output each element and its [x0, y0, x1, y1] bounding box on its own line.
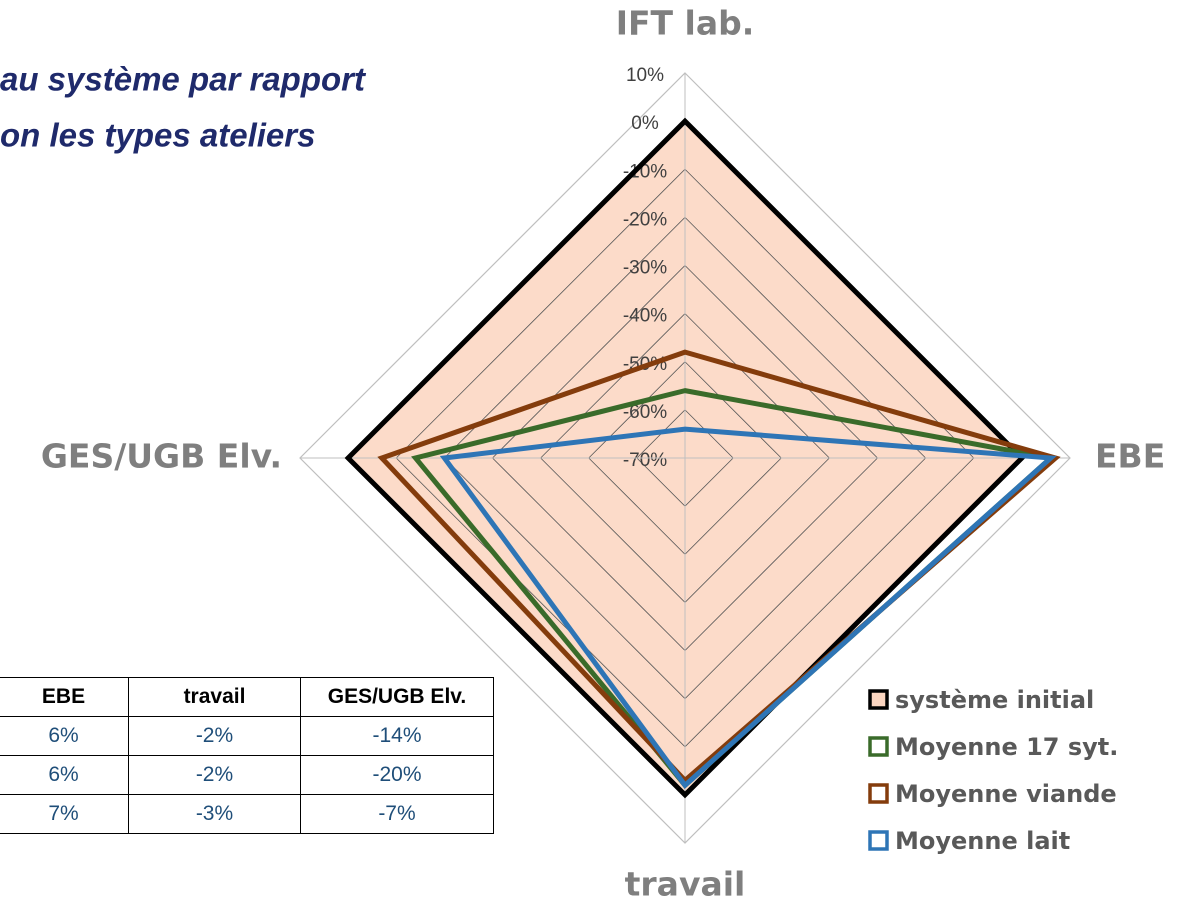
legend-label: Moyenne lait — [895, 827, 1070, 855]
table-cell: -20% — [300, 755, 494, 795]
r-tick-label: -40% — [623, 306, 667, 327]
legend-swatch — [868, 736, 889, 757]
chart-title: au système par rapport — [0, 61, 367, 98]
legend-label: Moyenne 17 syt. — [895, 733, 1118, 761]
table-header: GES/UGB Elv. — [300, 677, 494, 717]
table-cell: -7% — [300, 794, 494, 834]
legend-swatch — [868, 830, 889, 851]
legend-label: système initial — [895, 686, 1094, 714]
table-header: EBE — [0, 677, 129, 717]
table-cell: -2% — [128, 755, 301, 795]
r-tick-label: -30% — [623, 258, 667, 279]
legend-label: Moyenne viande — [895, 780, 1117, 808]
table-row: 6% -2% -20% — [0, 755, 494, 795]
table-cell: 7% — [0, 794, 129, 834]
series-line — [344, 117, 1026, 799]
legend-swatch — [868, 689, 889, 710]
series-line — [439, 426, 1057, 789]
table-cell: 6% — [0, 755, 129, 795]
r-tick-label: -60% — [623, 402, 667, 423]
r-tick-label: 0% — [631, 113, 659, 134]
table-header: travail — [128, 677, 301, 717]
table-cell: -2% — [128, 716, 301, 756]
table-row: 6% -2% -14% — [0, 716, 494, 756]
chart-title: on les types ateliers — [0, 117, 315, 154]
axis-label: travail — [625, 865, 746, 904]
table-cell: -14% — [300, 716, 494, 756]
table-cell: -3% — [128, 794, 301, 834]
table-cell: 6% — [0, 716, 129, 756]
r-tick-label: -10% — [623, 161, 667, 182]
series-line — [377, 349, 1061, 784]
r-tick-label: -20% — [623, 209, 667, 230]
r-tick-label: -70% — [623, 450, 667, 471]
axis-label: GES/UGB Elv. — [41, 437, 282, 476]
legend-swatch — [868, 783, 889, 804]
r-tick-label: 10% — [626, 65, 664, 86]
axis-label: IFT lab. — [616, 4, 755, 43]
table-row: EBE travail GES/UGB Elv. — [0, 677, 494, 717]
data-table: EBE travail GES/UGB Elv. 6% -2% -14% 6% -2% -20%… — [0, 677, 494, 834]
axis-label: EBE — [1095, 437, 1165, 476]
table-row: 7% -3% -7% — [0, 794, 494, 834]
